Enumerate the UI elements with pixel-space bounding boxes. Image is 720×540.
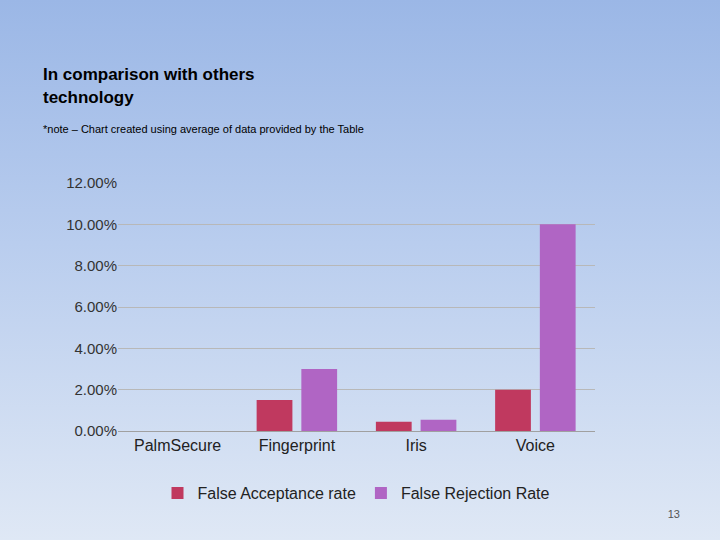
svg-text:2.00%: 2.00% (74, 381, 117, 398)
svg-text:Voice: Voice (516, 437, 555, 454)
svg-text:10.00%: 10.00% (66, 216, 117, 233)
html-text:*note – Chart created using av: *note – Chart created using average of d… (43, 123, 364, 135)
svg-text:0.00%: 0.00% (74, 422, 117, 439)
svg-text:6.00%: 6.00% (74, 298, 117, 315)
svg-text:12.00%: 12.00% (66, 174, 117, 191)
html-text:In comparison with others tech: In comparison with others technology (43, 65, 255, 107)
html-text:13: 13 (667, 508, 680, 520)
svg-text:4.00%: 4.00% (74, 340, 117, 357)
svg-text:8.00%: 8.00% (74, 257, 117, 274)
svg-text:Iris: Iris (405, 437, 426, 454)
svg-text:Fingerprint: Fingerprint (259, 437, 336, 454)
svg-text:False Acceptance rate: False Acceptance rate (198, 485, 356, 502)
svg-text:False Rejection Rate: False Rejection Rate (401, 485, 550, 502)
svg-text:PalmSecure: PalmSecure (134, 437, 221, 454)
